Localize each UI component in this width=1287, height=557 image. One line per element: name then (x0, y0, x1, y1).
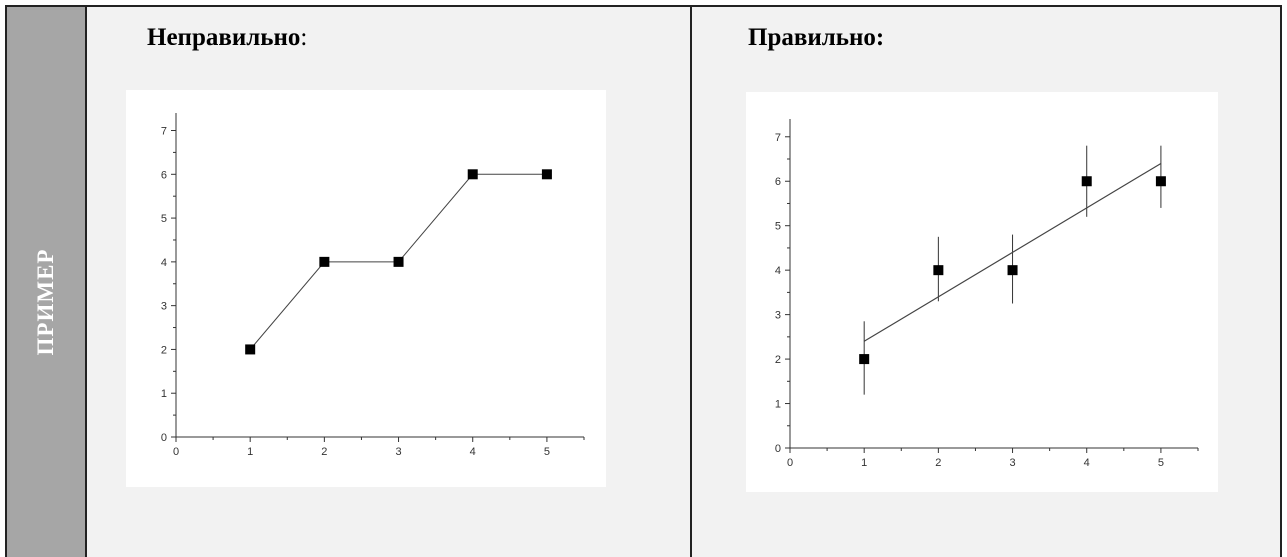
x-tick-label: 2 (321, 446, 327, 458)
left-heading: Неправильно: (147, 24, 307, 52)
x-tick-label: 3 (395, 446, 401, 458)
data-point (859, 354, 870, 365)
data-point (933, 265, 944, 276)
correct-chart-panel: 0 1 2 3 4 5 0 1 2 3 4 5 6 7 (746, 92, 1218, 492)
right-heading: Правильно: (748, 24, 885, 51)
y-tick-label: 3 (161, 301, 167, 313)
y-tick-label: 2 (775, 354, 781, 366)
y-tick-label: 7 (161, 126, 167, 138)
data-point (245, 344, 256, 355)
y-tick-label: 5 (161, 213, 167, 225)
left-heading-colon: : (300, 24, 308, 51)
data-point (467, 169, 478, 180)
fit-line (863, 162, 1162, 342)
data-point (1155, 176, 1166, 187)
x-tick-label: 4 (1084, 457, 1090, 469)
y-tick-label: 6 (775, 176, 781, 188)
x-tick-label: 0 (173, 446, 179, 458)
y-tick-label: 0 (775, 443, 781, 455)
y-tick-label: 4 (775, 265, 781, 277)
left-heading-text: Неправильно (147, 24, 301, 51)
side-label: ПРИМЕР (33, 248, 58, 356)
y-tick-label: 4 (161, 257, 167, 269)
x-tick-label: 5 (1158, 457, 1164, 469)
data-point (1007, 265, 1018, 276)
data-point (393, 256, 404, 267)
y-tick-label: 1 (775, 399, 781, 411)
y-tick-label: 5 (775, 221, 781, 233)
y-tick-label: 3 (775, 310, 781, 322)
y-tick-label: 7 (775, 132, 781, 144)
correct-chart: 0 1 2 3 4 5 0 1 2 3 4 5 6 7 (775, 119, 1199, 469)
x-tick-label: 5 (544, 446, 550, 458)
example-table: ПРИМЕР Неправильно: Правильно: 0 1 2 3 4 5 0 1 2… (5, 5, 1282, 557)
data-point (1081, 176, 1092, 187)
x-tick-label: 4 (470, 446, 476, 458)
y-tick-label: 2 (161, 344, 167, 356)
incorrect-chart: 0 1 2 3 4 5 0 1 2 3 4 5 6 7 (161, 113, 585, 458)
side-band: ПРИМЕР (7, 7, 87, 557)
y-tick-label: 1 (161, 388, 167, 400)
y-tick-label: 6 (161, 169, 167, 181)
x-tick-label: 0 (787, 457, 793, 469)
y-tick-label: 0 (161, 432, 167, 444)
x-tick-label: 2 (935, 457, 941, 469)
data-point (319, 256, 330, 267)
column-divider (690, 7, 692, 557)
incorrect-chart-panel: 0 1 2 3 4 5 0 1 2 3 4 5 6 7 (126, 90, 606, 487)
x-tick-label: 1 (861, 457, 867, 469)
data-point (541, 169, 552, 180)
x-tick-label: 3 (1009, 457, 1015, 469)
x-tick-label: 1 (247, 446, 253, 458)
